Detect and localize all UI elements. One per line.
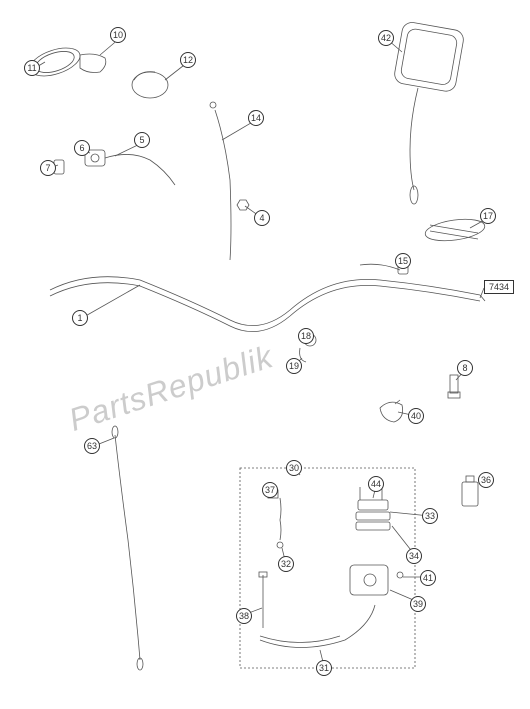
callout-11: 11 [24, 60, 40, 76]
callout-15: 15 [395, 253, 411, 269]
callout-label: 63 [84, 438, 100, 454]
callout-7: 7 [40, 160, 56, 176]
callout-label: 6 [74, 140, 90, 156]
callout-label: 4 [254, 210, 270, 226]
callout-18: 18 [298, 328, 314, 344]
callout-label: 44 [368, 476, 384, 492]
callout-40: 40 [408, 408, 424, 424]
callout-label: 1 [72, 310, 88, 326]
callout-label: 10 [110, 27, 126, 43]
callout-19: 19 [286, 358, 302, 374]
callout-42: 42 [378, 30, 394, 46]
callout-17: 17 [480, 208, 496, 224]
callout-label: 11 [24, 60, 40, 76]
callout-14: 14 [248, 110, 264, 126]
callout-36: 36 [478, 472, 494, 488]
callout-label: 34 [406, 548, 422, 564]
callout-41: 41 [420, 570, 436, 586]
callout-label: 39 [410, 596, 426, 612]
callout-label: 7 [40, 160, 56, 176]
callout-label: 42 [378, 30, 394, 46]
callout-6: 6 [74, 140, 90, 156]
exploded-diagram: PartsRepublik 14567810111214151718193031… [0, 0, 530, 709]
parts-illustration [0, 0, 530, 709]
callout-label: 17 [480, 208, 496, 224]
callout-label: 32 [278, 556, 294, 572]
callout-7434: 7434 [484, 280, 514, 294]
callout-5: 5 [134, 132, 150, 148]
callout-label: 37 [262, 482, 278, 498]
callout-37: 37 [262, 482, 278, 498]
callout-12: 12 [180, 52, 196, 68]
callout-label: 7434 [484, 280, 514, 294]
callout-label: 15 [395, 253, 411, 269]
callout-label: 5 [134, 132, 150, 148]
callout-label: 33 [422, 508, 438, 524]
callout-8: 8 [457, 360, 473, 376]
callout-1: 1 [72, 310, 88, 326]
callout-44: 44 [368, 476, 384, 492]
callout-label: 38 [236, 608, 252, 624]
callout-label: 8 [457, 360, 473, 376]
callout-4: 4 [254, 210, 270, 226]
callout-33: 33 [422, 508, 438, 524]
callout-10: 10 [110, 27, 126, 43]
callout-label: 19 [286, 358, 302, 374]
callout-34: 34 [406, 548, 422, 564]
callout-63: 63 [84, 438, 100, 454]
callout-30: 30 [286, 460, 302, 476]
callout-38: 38 [236, 608, 252, 624]
callout-label: 40 [408, 408, 424, 424]
callout-31: 31 [316, 660, 332, 676]
callout-label: 36 [478, 472, 494, 488]
callout-32: 32 [278, 556, 294, 572]
callout-label: 12 [180, 52, 196, 68]
callout-label: 14 [248, 110, 264, 126]
callout-39: 39 [410, 596, 426, 612]
callout-label: 18 [298, 328, 314, 344]
callout-label: 31 [316, 660, 332, 676]
callout-label: 41 [420, 570, 436, 586]
callout-label: 30 [286, 460, 302, 476]
